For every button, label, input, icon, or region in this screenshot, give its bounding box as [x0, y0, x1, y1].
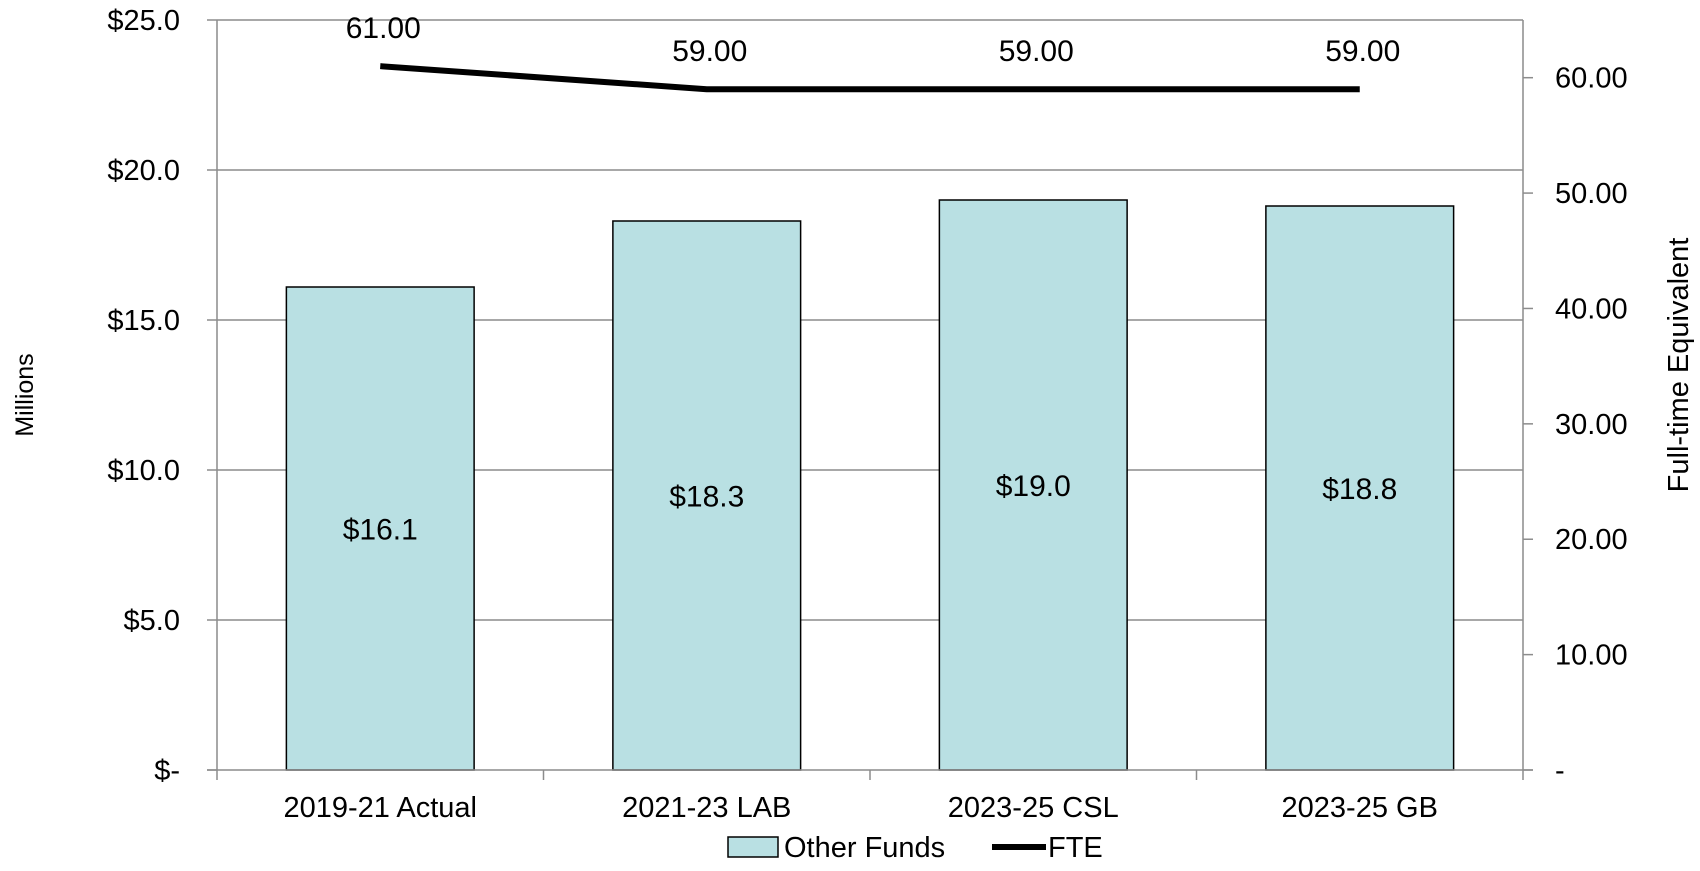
bar-value-label-3: $19.0	[996, 470, 1071, 503]
y-right-tick-label: 60.00	[1555, 63, 1628, 95]
y-left-tick-label: $10.0	[107, 455, 180, 487]
y-left-tick-label: $20.0	[107, 155, 180, 187]
fte-value-label-3: 59.00	[999, 35, 1074, 68]
fte-value-label-4: 59.00	[1325, 35, 1400, 68]
legend-label-fte: FTE	[1048, 832, 1103, 864]
fte-value-label-2: 59.00	[672, 35, 747, 68]
fte-series-line	[380, 66, 1360, 89]
y-right-axis-title: Full-time Equivalent	[1663, 238, 1695, 493]
x-category-label-2: 2021-23 LAB	[622, 792, 791, 824]
legend: Other Funds FTE	[728, 832, 1103, 864]
bar-value-label-1: $16.1	[343, 514, 418, 547]
legend-swatch-other-funds	[728, 837, 778, 857]
fte-value-label-1: 61.00	[346, 12, 421, 45]
bars	[286, 200, 1453, 770]
y-right-tick-label: 30.00	[1555, 409, 1628, 441]
y-right-tick-label: 50.00	[1555, 178, 1628, 210]
fte-line	[380, 66, 1360, 89]
y-left-tick-label: $25.0	[107, 5, 180, 37]
bar-value-label-2: $18.3	[669, 481, 744, 514]
y-right-tick-label: 10.00	[1555, 640, 1628, 672]
x-category-label-3: 2023-25 CSL	[948, 792, 1119, 824]
x-category-label-4: 2023-25 GB	[1282, 792, 1438, 824]
y-right-tick-label: 40.00	[1555, 293, 1628, 325]
y-right-tick-label: -	[1555, 755, 1565, 787]
bar-value-label-4: $18.8	[1322, 473, 1397, 506]
x-category-label-1: 2019-21 Actual	[284, 792, 477, 824]
legend-label-other-funds: Other Funds	[784, 832, 945, 864]
y-left-tick-label: $-	[154, 755, 180, 787]
data-labels: $16.1 $18.3 $19.0 $18.8 61.00 59.00 59.00 59.00	[343, 12, 1401, 546]
y-left-tick-label: $15.0	[107, 305, 180, 337]
y-left-tick-label: $5.0	[124, 605, 180, 637]
y-right-tick-label: 20.00	[1555, 524, 1628, 556]
y-left-axis-title: Millions	[11, 353, 39, 436]
